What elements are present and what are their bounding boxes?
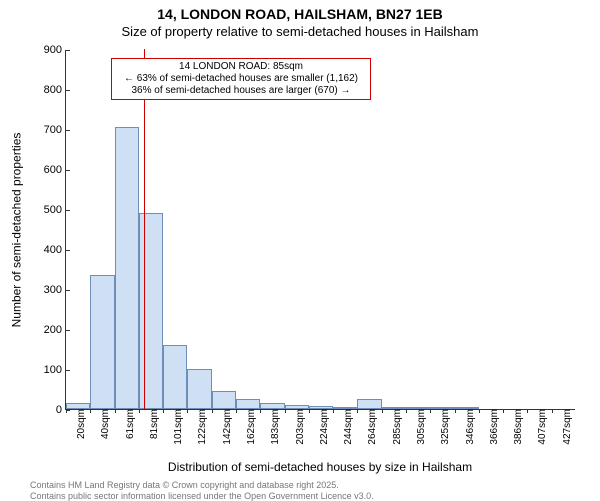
bars-layer [66, 50, 575, 409]
x-tick-label: 386sqm [507, 409, 524, 445]
x-tick-label: 366sqm [483, 409, 500, 445]
x-tick-mark [406, 409, 407, 413]
x-tick-label: 122sqm [191, 409, 208, 445]
x-tick-mark [455, 409, 456, 413]
y-tick-label: 400 [22, 244, 66, 256]
x-tick-mark [382, 409, 383, 413]
x-tick-label: 346sqm [459, 409, 476, 445]
y-tick-label: 700 [22, 124, 66, 136]
x-tick-mark [285, 409, 286, 413]
x-tick-label: 203sqm [289, 409, 306, 445]
histogram-bar [139, 213, 163, 409]
x-tick-mark [333, 409, 334, 413]
x-tick-label: 285sqm [386, 409, 403, 445]
histogram-bar [115, 127, 139, 409]
figure: 14, LONDON ROAD, HAILSHAM, BN27 1EB Size… [0, 0, 600, 500]
annot-line2: ← 63% of semi-detached houses are smalle… [116, 73, 366, 85]
x-tick-label: 427sqm [556, 409, 573, 445]
y-tick-label: 300 [22, 284, 66, 296]
plot-area: 14 LONDON ROAD: 85sqm← 63% of semi-detac… [65, 50, 575, 410]
x-tick-mark [357, 409, 358, 413]
x-tick-mark [139, 409, 140, 413]
x-tick-label: 325sqm [434, 409, 451, 445]
x-tick-mark [527, 409, 528, 413]
x-tick-mark [430, 409, 431, 413]
x-tick-label: 20sqm [70, 409, 87, 439]
x-tick-mark [90, 409, 91, 413]
x-tick-label: 81sqm [143, 409, 160, 439]
x-tick-mark [309, 409, 310, 413]
x-tick-mark [187, 409, 188, 413]
y-tick-label: 800 [22, 84, 66, 96]
y-tick-label: 0 [22, 404, 66, 416]
grid-layer [66, 50, 575, 409]
x-axis-label: Distribution of semi-detached houses by … [65, 460, 575, 474]
histogram-bar [163, 345, 187, 409]
x-tick-mark [115, 409, 116, 413]
y-tick-label: 600 [22, 164, 66, 176]
x-tick-label: 305sqm [410, 409, 427, 445]
property-annotation-box: 14 LONDON ROAD: 85sqm← 63% of semi-detac… [111, 58, 371, 100]
y-tick-label: 200 [22, 324, 66, 336]
x-tick-mark [260, 409, 261, 413]
x-tick-mark [552, 409, 553, 413]
x-tick-label: 183sqm [264, 409, 281, 445]
marker-layer [66, 50, 575, 409]
annotation-layer: 14 LONDON ROAD: 85sqm← 63% of semi-detac… [66, 50, 575, 409]
x-tick-label: 61sqm [119, 409, 136, 439]
histogram-bar [212, 391, 236, 409]
y-axis-label-text: Number of semi-detached properties [9, 133, 23, 328]
x-tick-mark [66, 409, 67, 413]
x-tick-label: 101sqm [167, 409, 184, 445]
annot-line1: 14 LONDON ROAD: 85sqm [116, 61, 366, 73]
x-tick-label: 244sqm [337, 409, 354, 445]
annot-line3: 36% of semi-detached houses are larger (… [116, 85, 366, 97]
histogram-bar [236, 399, 260, 409]
x-tick-label: 162sqm [240, 409, 257, 445]
title-subtitle: Size of property relative to semi-detach… [0, 24, 600, 39]
x-tick-label: 142sqm [216, 409, 233, 445]
y-axis-label: Number of semi-detached properties [8, 50, 24, 410]
title-address: 14, LONDON ROAD, HAILSHAM, BN27 1EB [0, 6, 600, 22]
property-marker-line [144, 49, 145, 409]
x-tick-mark [212, 409, 213, 413]
x-tick-mark [503, 409, 504, 413]
histogram-bar [357, 399, 381, 409]
histogram-bar [90, 275, 114, 409]
x-tick-label: 40sqm [94, 409, 111, 439]
x-tick-mark [163, 409, 164, 413]
y-tick-label: 500 [22, 204, 66, 216]
footer-line-1: Contains HM Land Registry data © Crown c… [30, 480, 339, 490]
x-tick-mark [236, 409, 237, 413]
y-tick-label: 900 [22, 44, 66, 56]
x-tick-label: 407sqm [531, 409, 548, 445]
histogram-bar [187, 369, 211, 409]
x-tick-mark [479, 409, 480, 413]
y-tick-label: 100 [22, 364, 66, 376]
x-tick-label: 224sqm [313, 409, 330, 445]
x-tick-label: 264sqm [361, 409, 378, 445]
